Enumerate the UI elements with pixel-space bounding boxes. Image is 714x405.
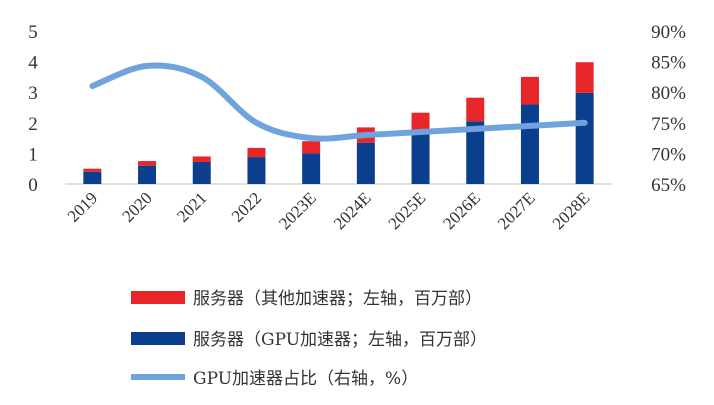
legend-label-other-accelerator: 服务器（其他加速器；左轴，百万部） (193, 289, 482, 309)
bar-gpu-accelerator (411, 133, 430, 184)
right-axis-tick-label: 80% (651, 83, 686, 104)
bar-gpu-accelerator (520, 104, 539, 184)
legend-label-gpu-share: GPU加速器占比（右轴，%） (193, 369, 418, 389)
left-axis-tick-label: 0 (28, 175, 38, 196)
gpu-share-line (89, 62, 588, 142)
left-axis-tick-label: 4 (28, 53, 38, 74)
right-axis-tick-label: 90% (651, 22, 686, 43)
x-axis-tick-label: 2024E (330, 188, 375, 233)
bar-other-accelerator (83, 168, 102, 172)
bar-gpu-accelerator (356, 142, 375, 184)
bar-other-accelerator (138, 161, 157, 166)
x-axis-tick-label: 2021 (173, 188, 210, 225)
bar-other-accelerator (466, 97, 485, 122)
bar-other-accelerator (575, 62, 594, 93)
x-axis-tick-label: 2022 (228, 188, 265, 225)
right-axis-tick-label: 70% (651, 144, 686, 165)
right-axis-tick-label: 85% (651, 53, 686, 74)
bar-gpu-accelerator (575, 92, 594, 184)
bar-gpu-accelerator (138, 165, 157, 184)
left-axis: 0 1 2 3 4 5 (28, 22, 38, 196)
line-series (89, 62, 588, 142)
x-axis-tick-label: 2028E (549, 188, 594, 233)
left-axis-tick-label: 1 (28, 144, 38, 165)
right-axis-tick-label: 75% (651, 114, 686, 135)
bars (83, 62, 594, 184)
bar-other-accelerator (520, 76, 539, 105)
x-axis-tick-label: 2020 (118, 188, 155, 225)
left-axis-tick-label: 5 (28, 22, 38, 43)
legend-label-gpu-accelerator: 服务器（GPU加速器；左轴，百万部） (193, 330, 487, 350)
x-axis-tick-label: 2025E (385, 188, 430, 233)
bar-other-accelerator (247, 147, 266, 158)
bar-gpu-accelerator (466, 121, 485, 184)
bar-gpu-accelerator (83, 171, 102, 184)
x-axis-tick-label: 2019 (64, 188, 101, 225)
legend-swatch-other-accelerator (131, 291, 185, 304)
right-axis-tick-label: 65% (651, 175, 686, 196)
bar-gpu-accelerator (247, 157, 266, 184)
bar-other-accelerator (411, 112, 430, 134)
left-axis-tick-label: 3 (28, 83, 38, 104)
bar-gpu-accelerator (302, 153, 321, 184)
right-axis: 65% 70% 75% 80% 85% 90% (651, 22, 686, 196)
bar-other-accelerator (192, 156, 211, 162)
bar-other-accelerator (302, 141, 321, 154)
x-axis-tick-label: 2027E (494, 188, 539, 233)
x-axis-tick-label: 2026E (439, 188, 484, 233)
legend-swatch-gpu-accelerator (131, 332, 185, 345)
left-axis-tick-label: 2 (28, 114, 38, 135)
x-axis-tick-label: 2023E (275, 188, 320, 233)
legend: 服务器（其他加速器；左轴，百万部） 服务器（GPU加速器；左轴，百万部） GPU… (131, 289, 487, 389)
bar-gpu-accelerator (192, 161, 211, 184)
x-axis-ticks: 2019 2020 2021 2022 2023E 2024E 2025E 2026E 2027… (64, 188, 594, 233)
